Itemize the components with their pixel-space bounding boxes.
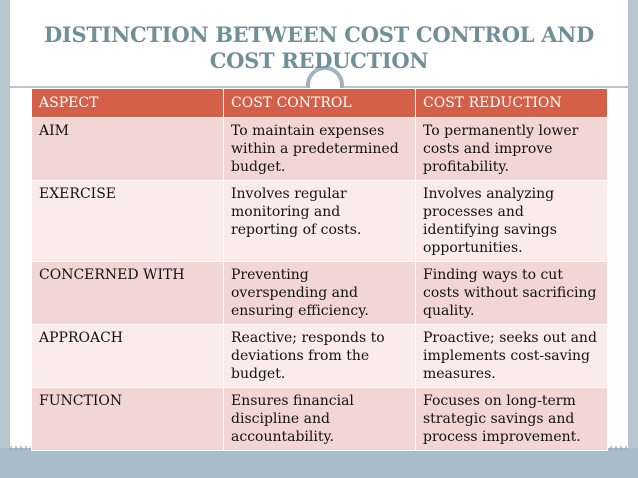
cell-cost-control: To maintain expenses within a predetermi… [223,117,416,181]
right-frame-bar [628,0,638,448]
table-row: AIM To maintain expenses within a predet… [31,117,608,181]
left-frame-bar [0,0,10,448]
table-row: FUNCTION Ensures financial discipline an… [31,387,608,451]
cell-aspect: CONCERNED WITH [31,261,224,325]
cell-cost-reduction: Proactive; seeks out and implements cost… [415,324,608,388]
slide-title-line-2: COST REDUCTION [209,48,429,73]
slide-title: DISTINCTION BETWEEN COST CONTROL AND COS… [10,22,628,74]
cell-cost-reduction: Finding ways to cut costs without sacrif… [415,261,608,325]
cell-cost-reduction: Involves analyzing processes and identif… [415,180,608,262]
title-divider-right [344,86,628,88]
cell-cost-reduction: Focuses on long-term strategic savings a… [415,387,608,451]
cell-cost-control: Preventing overspending and ensuring eff… [223,261,416,325]
title-divider-left [10,86,306,88]
table-row: EXERCISE Involves regular monitoring and… [31,180,608,262]
header-aspect: ASPECT [31,88,224,118]
header-cost-control: COST CONTROL [223,88,416,118]
cell-cost-control: Reactive; responds to deviations from th… [223,324,416,388]
cell-cost-control: Involves regular monitoring and reportin… [223,180,416,262]
table-header-row: ASPECT COST CONTROL COST REDUCTION [31,88,608,118]
cell-aspect: EXERCISE [31,180,224,262]
bottom-frame-band [0,448,638,478]
header-cost-reduction: COST REDUCTION [415,88,608,118]
cell-aspect: APPROACH [31,324,224,388]
table-row: CONCERNED WITH Preventing overspending a… [31,261,608,325]
comparison-table: ASPECT COST CONTROL COST REDUCTION AIM T… [31,88,608,451]
cell-aspect: AIM [31,117,224,181]
cell-aspect: FUNCTION [31,387,224,451]
table-row: APPROACH Reactive; responds to deviation… [31,324,608,388]
cell-cost-reduction: To permanently lower costs and improve p… [415,117,608,181]
cell-cost-control: Ensures financial discipline and account… [223,387,416,451]
slide-title-line-1: DISTINCTION BETWEEN COST CONTROL AND [44,22,594,47]
